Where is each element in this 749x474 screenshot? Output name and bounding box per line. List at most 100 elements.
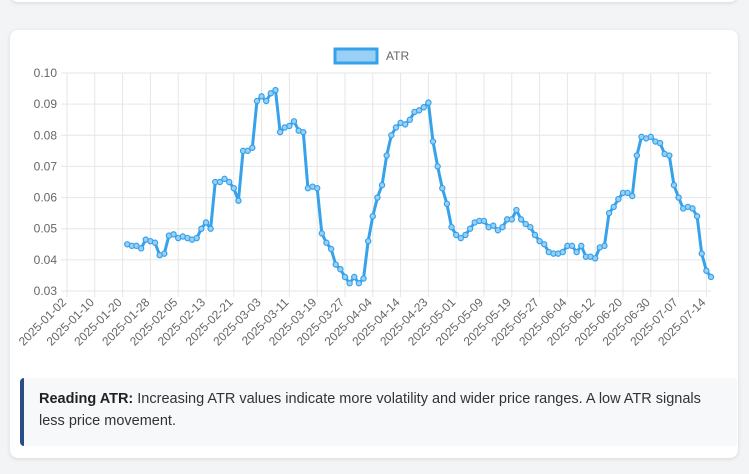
data-point xyxy=(656,139,664,147)
y-tick-label: 0.06 xyxy=(34,191,58,205)
data-point xyxy=(133,242,140,250)
data-point xyxy=(703,267,710,274)
data-point xyxy=(670,181,678,189)
data-point xyxy=(499,223,506,231)
data-point xyxy=(536,237,543,245)
note-text: Increasing ATR values indicate more vola… xyxy=(39,391,701,429)
data-point xyxy=(693,213,701,220)
data-point xyxy=(383,152,390,159)
data-point xyxy=(276,128,284,136)
data-point xyxy=(258,93,265,100)
data-point xyxy=(374,194,381,201)
data-point xyxy=(490,222,497,229)
data-point xyxy=(629,192,636,200)
data-point xyxy=(341,273,349,281)
y-tick-label: 0.10 xyxy=(34,66,58,80)
data-point xyxy=(221,175,228,183)
data-point xyxy=(573,248,580,256)
data-point xyxy=(263,97,270,105)
y-tick-label: 0.09 xyxy=(34,97,58,111)
data-point xyxy=(462,231,469,239)
data-point xyxy=(202,219,210,226)
data-point xyxy=(318,230,326,237)
data-point xyxy=(457,234,465,242)
data-point xyxy=(235,197,242,204)
data-point xyxy=(378,181,386,189)
data-point xyxy=(225,178,233,186)
data-point xyxy=(337,266,344,273)
previous-card xyxy=(10,0,738,2)
data-point xyxy=(689,205,696,212)
data-point xyxy=(402,121,409,128)
data-point xyxy=(527,223,534,231)
data-point xyxy=(480,217,488,225)
data-point xyxy=(666,152,673,159)
data-point xyxy=(249,144,256,151)
data-point xyxy=(272,86,279,94)
data-point xyxy=(346,280,353,287)
data-point xyxy=(313,185,321,192)
data-point xyxy=(253,97,261,105)
data-point xyxy=(323,239,330,246)
data-point xyxy=(332,261,339,268)
data-point xyxy=(531,231,539,239)
note-title: Reading ATR: xyxy=(39,391,134,407)
y-tick-label: 0.04 xyxy=(34,253,58,267)
data-point xyxy=(698,250,705,257)
data-point xyxy=(369,213,376,220)
data-point xyxy=(578,242,585,250)
data-point xyxy=(452,231,460,239)
y-tick-label: 0.03 xyxy=(34,284,58,298)
data-point xyxy=(351,273,358,281)
data-point xyxy=(568,242,576,250)
data-point xyxy=(647,133,654,141)
data-point xyxy=(675,194,682,201)
data-point xyxy=(290,118,298,125)
data-point xyxy=(429,138,437,145)
data-point xyxy=(707,273,715,281)
data-point xyxy=(443,200,451,207)
data-point xyxy=(364,237,372,245)
data-point xyxy=(137,245,145,252)
data-point xyxy=(244,147,251,155)
data-point xyxy=(193,234,200,242)
legend-label: ATR xyxy=(386,49,409,63)
data-point xyxy=(448,223,455,231)
data-point xyxy=(327,245,335,253)
y-tick-label: 0.07 xyxy=(34,159,58,173)
data-point xyxy=(425,99,432,106)
data-point xyxy=(286,122,293,130)
data-point xyxy=(360,275,367,282)
data-point xyxy=(439,185,446,192)
y-tick-label: 0.08 xyxy=(34,128,58,142)
data-point xyxy=(415,107,423,114)
note: Reading ATR: Increasing ATR values indic… xyxy=(20,378,737,446)
data-point xyxy=(151,239,159,246)
data-point xyxy=(216,178,224,186)
data-point xyxy=(494,227,502,234)
data-point xyxy=(624,189,631,197)
data-point xyxy=(161,250,168,257)
y-tick-label: 0.05 xyxy=(34,222,58,236)
legend-swatch xyxy=(333,47,379,65)
data-point xyxy=(406,116,414,123)
data-point xyxy=(267,90,275,97)
data-point xyxy=(355,280,363,287)
data-point xyxy=(541,241,548,248)
data-point xyxy=(388,132,395,139)
data-point xyxy=(466,225,474,232)
data-point xyxy=(615,195,622,203)
data-point xyxy=(198,225,205,232)
data-point xyxy=(633,152,641,159)
data-point xyxy=(508,216,515,223)
data-point xyxy=(559,248,566,256)
data-point xyxy=(591,255,599,262)
data-point xyxy=(392,124,400,131)
data-point xyxy=(420,104,427,111)
data-point xyxy=(513,206,520,214)
data-point xyxy=(300,128,307,136)
data-point xyxy=(517,216,525,223)
data-point xyxy=(522,220,529,228)
data-point xyxy=(230,185,237,192)
